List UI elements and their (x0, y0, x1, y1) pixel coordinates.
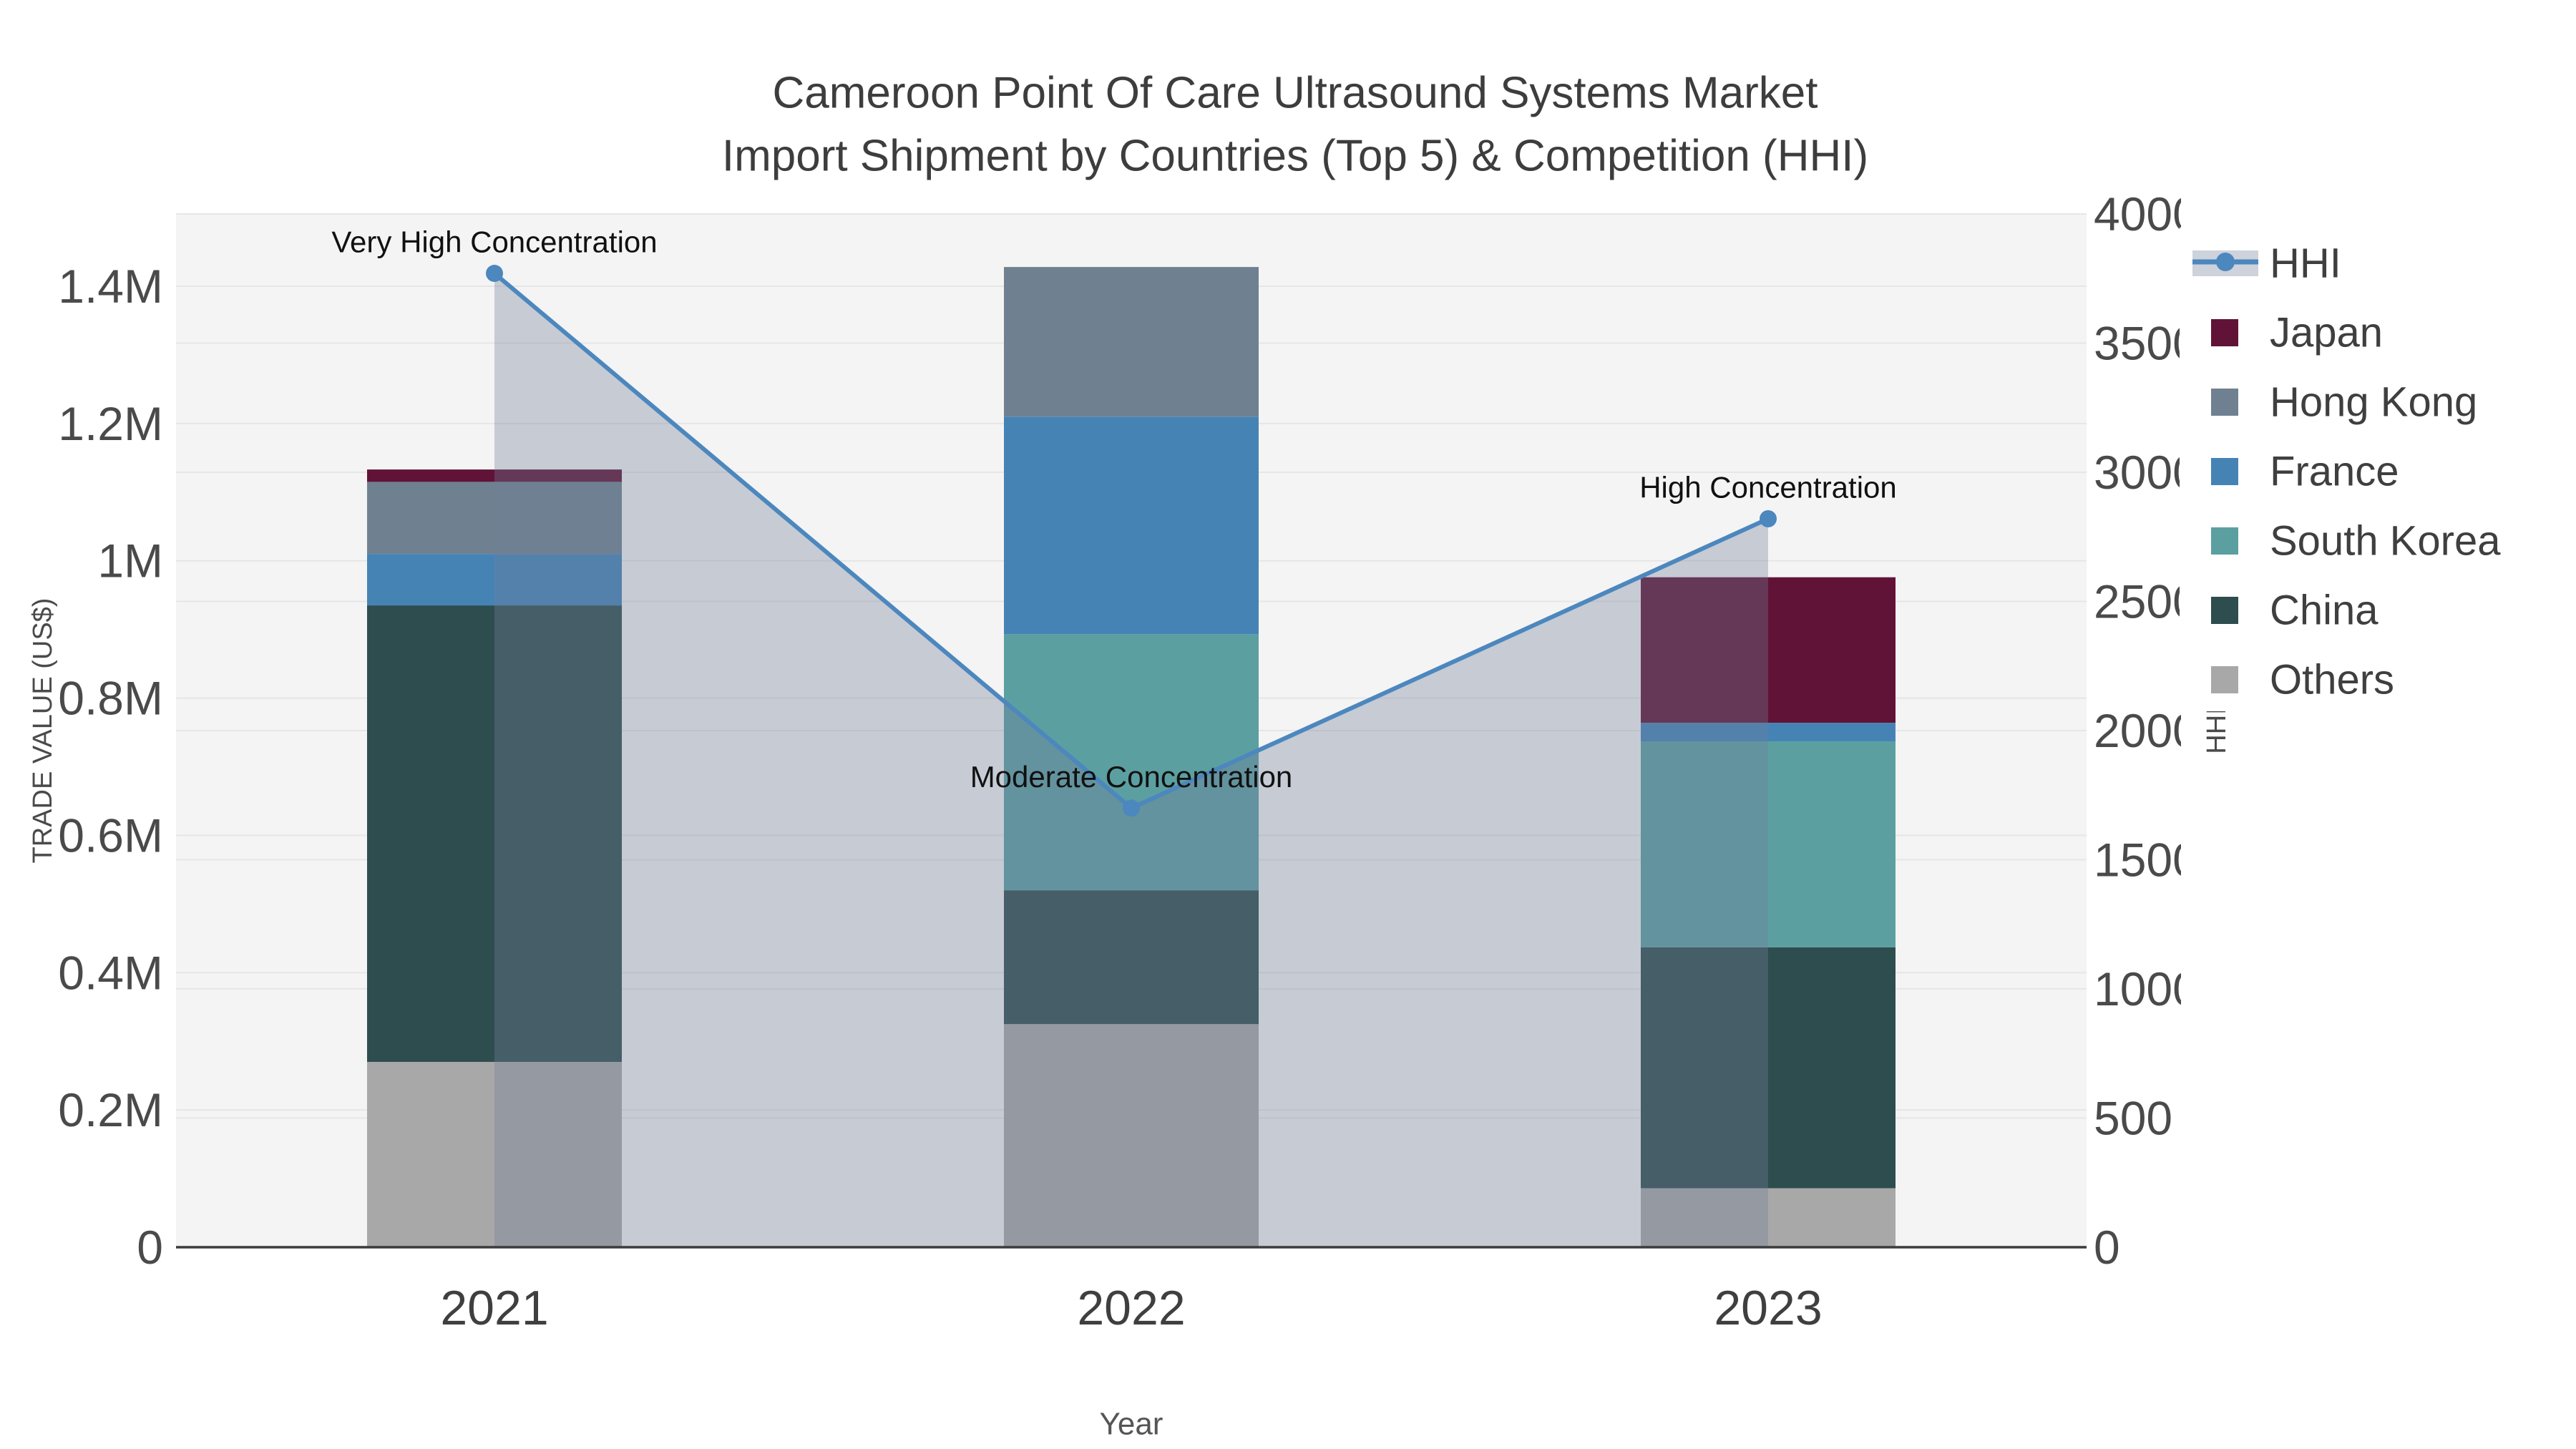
y-right-tick-1500: 1500 (2094, 834, 2199, 887)
annotation-moderate-concentration: Moderate Concentration (970, 760, 1293, 794)
y-axis-left-title: TRADE VALUE (US$) (28, 598, 58, 864)
hhi-marker-2023[interactable] (1760, 509, 1777, 527)
legend-label-china: China (2270, 587, 2379, 634)
y-left-tick-1.2M: 1.2M (58, 397, 163, 450)
hhi-marker-2022[interactable] (1123, 799, 1140, 817)
legend-item-china[interactable]: China (2211, 587, 2379, 634)
bar-2022-france[interactable] (1004, 416, 1259, 635)
legend-swatch-hong-kong (2211, 389, 2238, 416)
bar-2021-hong-kong[interactable] (367, 482, 622, 555)
y-left-tick-0: 0 (137, 1221, 163, 1274)
y-left-tick-1.4M: 1.4M (58, 260, 163, 313)
legend-label-japan: Japan (2270, 310, 2383, 356)
legend-item-france[interactable]: France (2211, 449, 2399, 495)
legend-item-japan[interactable]: Japan (2211, 310, 2383, 356)
bar-2023-china[interactable] (1641, 947, 1896, 1189)
legend-swatch-china (2211, 597, 2238, 624)
y-right-tick-0: 0 (2094, 1221, 2120, 1274)
hhi-area-fill (494, 273, 1768, 1247)
annotation-high-concentration: High Concentration (1639, 470, 1897, 504)
bar-2023-others[interactable] (1641, 1188, 1896, 1247)
y-left-tick-1M: 1M (97, 535, 163, 587)
bar-2023-japan[interactable] (1641, 577, 1896, 723)
legend-swatch-others (2211, 666, 2238, 693)
y-right-ticks: 0 500 1000 1500 2000 2500 3000 3500 4000 (2094, 187, 2199, 1274)
y-left-tick-0.6M: 0.6M (58, 809, 163, 862)
y-right-tick-3500: 3500 (2094, 317, 2199, 370)
bar-2023-south-korea[interactable] (1641, 741, 1896, 947)
bar-2021-japan[interactable] (367, 469, 622, 482)
legend-item-others[interactable]: Others (2211, 657, 2394, 703)
legend-item-south-korea[interactable]: South Korea (2211, 518, 2501, 565)
legend-label-hhi: HHI (2270, 240, 2341, 287)
x-tick-2023: 2023 (1714, 1281, 1822, 1335)
x-tick-2022: 2022 (1077, 1281, 1185, 1335)
legend-item-hong-kong[interactable]: Hong Kong (2211, 379, 2477, 426)
bar-2022-hong-kong[interactable] (1004, 267, 1259, 417)
y-left-tick-0.4M: 0.4M (58, 946, 163, 999)
legend-item-hhi[interactable]: HHI (2192, 240, 2341, 287)
chart-title-line2: Import Shipment by Countries (Top 5) & C… (722, 132, 1868, 181)
y-right-tick-500: 500 (2094, 1092, 2172, 1145)
y-right-tick-3000: 3000 (2094, 446, 2199, 499)
bar-2021-others[interactable] (367, 1061, 622, 1247)
bar-2022-others[interactable] (1004, 1024, 1259, 1247)
bar-2021-france[interactable] (367, 554, 622, 606)
legend-label-france: France (2270, 449, 2399, 495)
legend-swatch-south-korea (2211, 527, 2238, 555)
y-left-tick-0.8M: 0.8M (58, 672, 163, 725)
legend-swatch-france (2211, 458, 2238, 485)
legend: HHI Japan Hong Kong France South Korea China O… (2192, 240, 2501, 703)
chart-title-line1: Cameroon Point Of Care Ultrasound System… (773, 69, 1818, 118)
y-axis-right-title: HHI (2202, 707, 2232, 753)
bar-series-group (367, 267, 1896, 1247)
legend-label-others: Others (2270, 657, 2394, 703)
bar-2023-france[interactable] (1641, 723, 1896, 742)
bar-2021-china[interactable] (367, 605, 622, 1062)
x-tick-2021: 2021 (440, 1281, 548, 1335)
bar-2022-south-korea[interactable] (1004, 634, 1259, 891)
legend-label-hong-kong: Hong Kong (2270, 379, 2477, 426)
y-left-tick-0.2M: 0.2M (58, 1083, 163, 1136)
legend-label-south-korea: South Korea (2270, 518, 2501, 565)
legend-hhi-marker-icon (2216, 253, 2235, 271)
bar-2022-china[interactable] (1004, 890, 1259, 1025)
y-right-tick-2000: 2000 (2094, 704, 2199, 757)
annotation-very-high-concentration: Very High Concentration (331, 225, 657, 259)
legend-swatch-japan (2211, 319, 2238, 346)
hhi-marker-2021[interactable] (486, 265, 503, 283)
legend-background (2180, 228, 2562, 711)
y-right-tick-2500: 2500 (2094, 575, 2199, 628)
y-right-tick-4000: 4000 (2094, 187, 2199, 240)
x-axis-title: Year (1100, 1407, 1163, 1442)
y-right-tick-1000: 1000 (2094, 962, 2199, 1015)
